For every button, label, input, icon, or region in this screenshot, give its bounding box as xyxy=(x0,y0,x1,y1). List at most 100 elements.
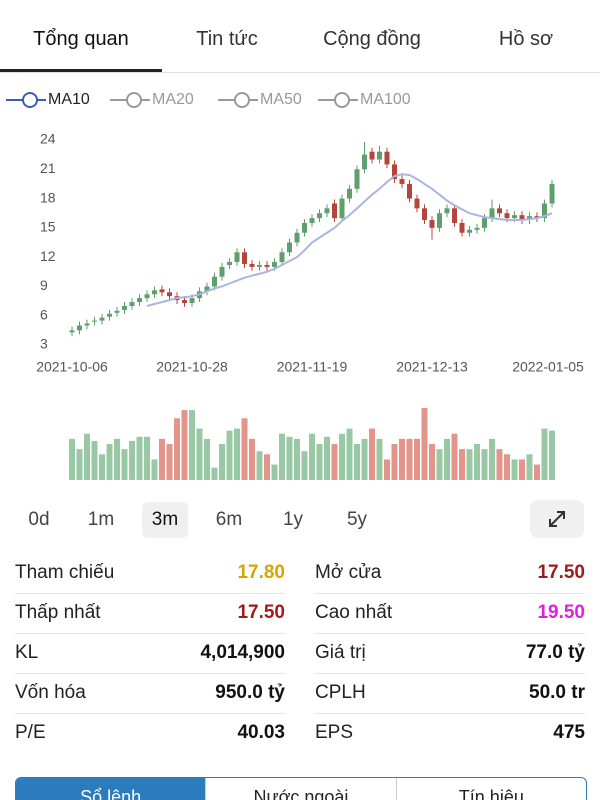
candle-body xyxy=(422,208,427,221)
indicator[interactable]: MA100 xyxy=(318,88,411,112)
icon-circle xyxy=(126,92,142,108)
volume-bar xyxy=(174,418,180,480)
icon-circle xyxy=(334,92,350,108)
candle-body xyxy=(167,292,172,297)
range-button[interactable]: 1y xyxy=(282,509,304,530)
stat-row: Thấp nhất 17.50 xyxy=(15,593,285,633)
indicator[interactable]: MA10 xyxy=(6,88,90,112)
tab[interactable]: Hồ sơ xyxy=(498,28,554,50)
stat-value: 17.80 xyxy=(237,562,285,583)
indicator-label: MA50 xyxy=(260,91,302,108)
indicator-icon xyxy=(218,92,258,108)
range-button[interactable]: 6m xyxy=(215,509,243,530)
volume-bar xyxy=(429,444,435,480)
candle-body xyxy=(294,232,300,243)
stat-label: CPLH xyxy=(315,682,366,703)
volume-bar xyxy=(106,444,113,480)
tab[interactable]: Tổng quan xyxy=(33,28,129,50)
stat-label: EPS xyxy=(315,722,354,743)
divider xyxy=(0,72,600,73)
candle-body xyxy=(377,151,382,160)
stat-row: Cao nhất 19.50 xyxy=(315,593,585,633)
y-tick-label: 6 xyxy=(40,306,48,322)
y-tick-label: 9 xyxy=(40,277,48,293)
volume-bar xyxy=(226,430,233,480)
volume-bar xyxy=(421,408,428,480)
tab[interactable]: Tin tức xyxy=(196,28,258,50)
volume-bar xyxy=(69,438,75,480)
range-button[interactable]: 3m xyxy=(142,502,188,538)
bottom-tab[interactable]: Sổ lệnh xyxy=(16,778,206,800)
volume-bar xyxy=(309,433,315,480)
expand-button[interactable] xyxy=(530,500,584,538)
volume-bar xyxy=(549,430,555,480)
candle-body xyxy=(482,218,487,228)
volume-bar xyxy=(489,438,495,480)
indicator-icon xyxy=(318,92,358,108)
stat-label: Vốn hóa xyxy=(15,682,86,703)
volume-bar xyxy=(166,444,173,480)
volume-bar xyxy=(331,444,338,480)
tab[interactable]: Cộng đồng xyxy=(323,28,421,50)
stat-row: Tham chiếu 17.80 xyxy=(15,553,285,593)
candle-body xyxy=(549,183,555,204)
stat-value: 77.0 tỷ xyxy=(525,642,585,663)
stat-row: Giá trị 77.0 tỷ xyxy=(315,633,585,673)
x-tick-label: 2021-11-19 xyxy=(277,359,348,375)
volume-bar xyxy=(204,438,210,480)
volume-bar xyxy=(76,449,83,480)
volume-bar xyxy=(459,449,465,480)
volume-bar xyxy=(286,436,293,480)
volume-bar xyxy=(451,433,458,480)
candle-body xyxy=(489,208,495,219)
icon-circle xyxy=(22,92,38,108)
stat-value: 19.50 xyxy=(537,602,585,623)
volume-bar xyxy=(279,433,285,480)
y-tick-label: 3 xyxy=(40,336,48,352)
candle-body xyxy=(219,266,225,277)
stat-label: P/E xyxy=(15,722,46,743)
candle-body xyxy=(249,263,255,267)
range-button[interactable]: 1m xyxy=(87,509,115,530)
stat-row: EPS 475 xyxy=(315,713,585,753)
candle-body xyxy=(512,215,517,219)
volume-bar xyxy=(181,410,188,480)
bottom-tab[interactable]: Nước ngoài xyxy=(205,778,395,800)
indicator[interactable]: MA20 xyxy=(110,88,194,112)
candle-body xyxy=(399,179,405,184)
volume-bar xyxy=(354,444,360,480)
candle-body xyxy=(519,215,525,221)
x-tick-label: 2021-10-06 xyxy=(36,359,108,375)
x-tick-label: 2022-01-05 xyxy=(512,359,584,375)
volume-bar xyxy=(541,428,548,480)
volume-bar xyxy=(129,440,135,480)
indicator[interactable]: MA50 xyxy=(218,88,302,112)
candle-body xyxy=(474,227,480,230)
bottom-tab[interactable]: Tín hiệu xyxy=(395,778,586,800)
range-button[interactable]: 0d xyxy=(28,509,50,530)
stat-label: Mở cửa xyxy=(315,562,382,583)
volume-bar xyxy=(511,459,518,480)
range-button[interactable]: 5y xyxy=(346,509,368,530)
candle-body xyxy=(407,183,412,199)
price-chart: 3 6 9 12 15 18 21 24 2021-10-06 2021-10-28 2021-11… xyxy=(36,131,584,480)
volume-bar xyxy=(151,459,158,480)
volume-bar xyxy=(414,438,420,480)
candle-body xyxy=(414,198,420,209)
volume-bar xyxy=(324,436,330,480)
candle-body xyxy=(242,252,247,264)
y-tick-label: 12 xyxy=(40,248,56,264)
y-tick-label: 21 xyxy=(40,160,56,176)
volume-bar xyxy=(526,454,533,480)
stat-value: 40.03 xyxy=(237,722,285,743)
volume-bar xyxy=(406,438,413,480)
volume-bar xyxy=(496,449,503,480)
candle-body xyxy=(452,208,457,223)
x-tick-label: 2021-10-28 xyxy=(156,359,228,375)
volume-bar xyxy=(466,449,473,480)
volume-bar xyxy=(256,451,263,480)
volume-bar xyxy=(436,449,443,480)
volume-bar xyxy=(136,436,143,480)
candle-body xyxy=(264,264,270,267)
volume-bar xyxy=(84,433,90,480)
